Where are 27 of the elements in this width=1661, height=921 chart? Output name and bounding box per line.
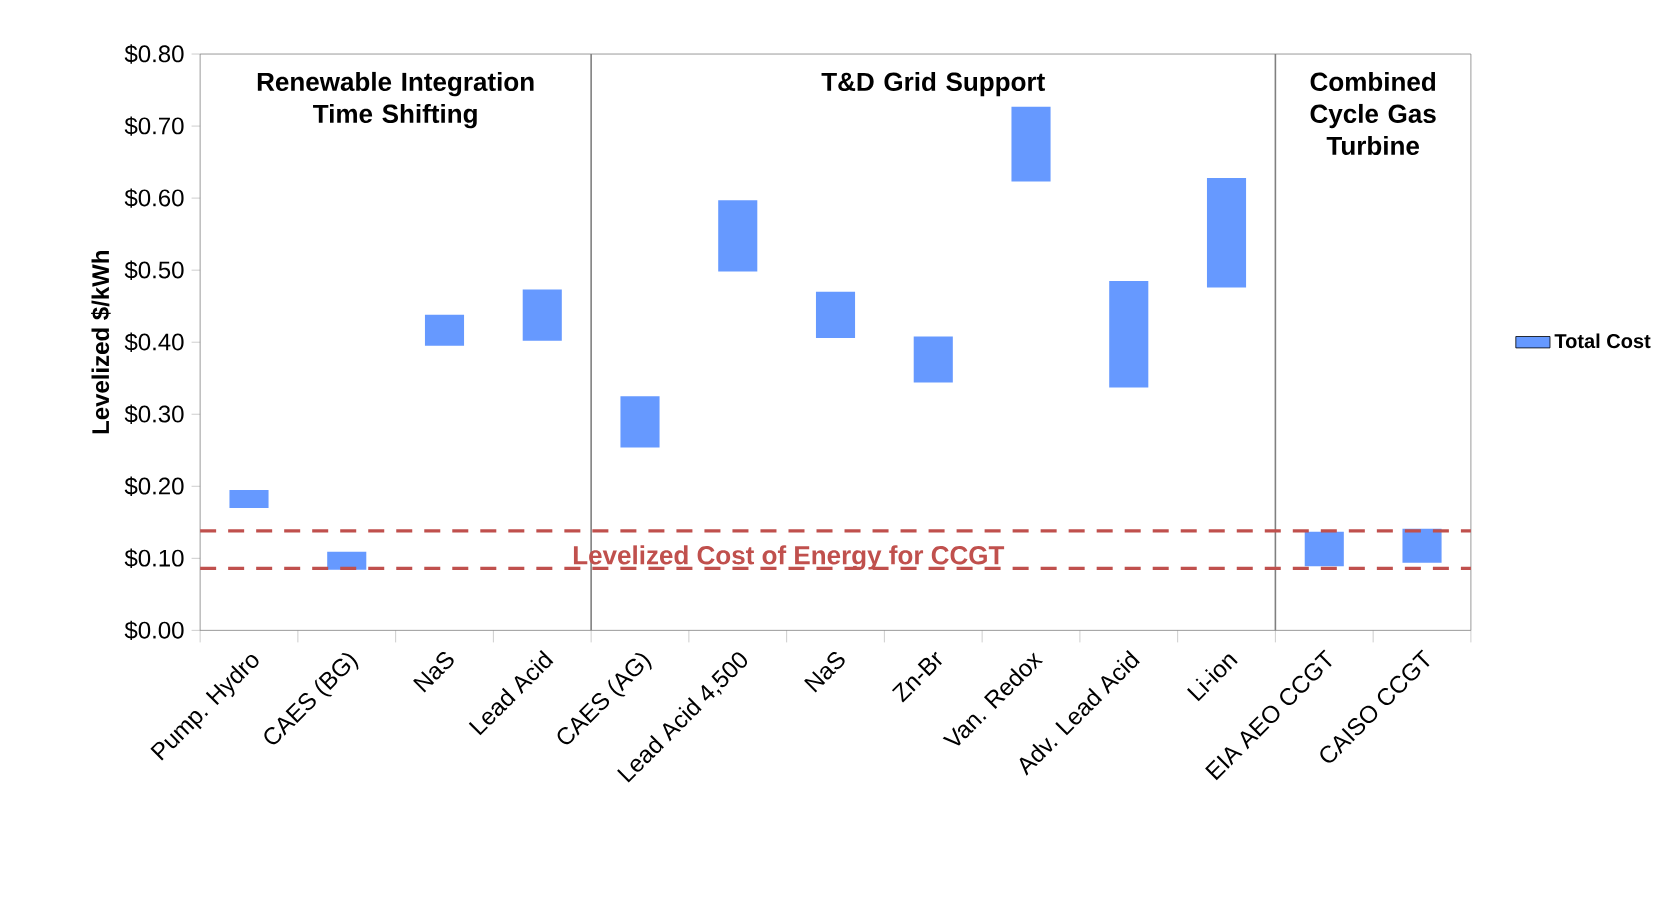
- y-tick-label: $0.00: [124, 620, 184, 641]
- bar: [1011, 106, 1051, 182]
- y-tick-label: $0.20: [124, 476, 184, 497]
- bar: [620, 396, 660, 448]
- y-tick-label: $0.60: [124, 188, 184, 209]
- bar: [522, 289, 562, 341]
- annotation: T&D Grid Support: [821, 72, 1045, 97]
- legend-label: Total Cost: [1554, 333, 1651, 349]
- bar: [1402, 529, 1442, 563]
- y-tick-label: $0.50: [124, 260, 184, 281]
- annotation: Combined Cycle Gas Turbine: [1310, 72, 1436, 156]
- y-axis-title: Levelized $/kWh: [91, 251, 111, 434]
- bar: [913, 336, 953, 383]
- y-tick-label: $0.40: [124, 332, 184, 353]
- y-tick-label: $0.30: [124, 404, 184, 425]
- bar: [1109, 281, 1149, 388]
- bar: [424, 315, 465, 347]
- y-tick-label: $0.70: [124, 116, 184, 137]
- bar: [815, 292, 856, 339]
- annotation: Renewable Integration Time Shifting: [257, 72, 534, 129]
- y-tick-label: $0.80: [124, 44, 184, 64]
- bar: [1206, 178, 1247, 288]
- bar: [1304, 531, 1344, 567]
- bar: [718, 200, 758, 272]
- bar: [327, 552, 367, 571]
- bar: [229, 490, 269, 509]
- y-tick-label: $0.10: [124, 548, 184, 569]
